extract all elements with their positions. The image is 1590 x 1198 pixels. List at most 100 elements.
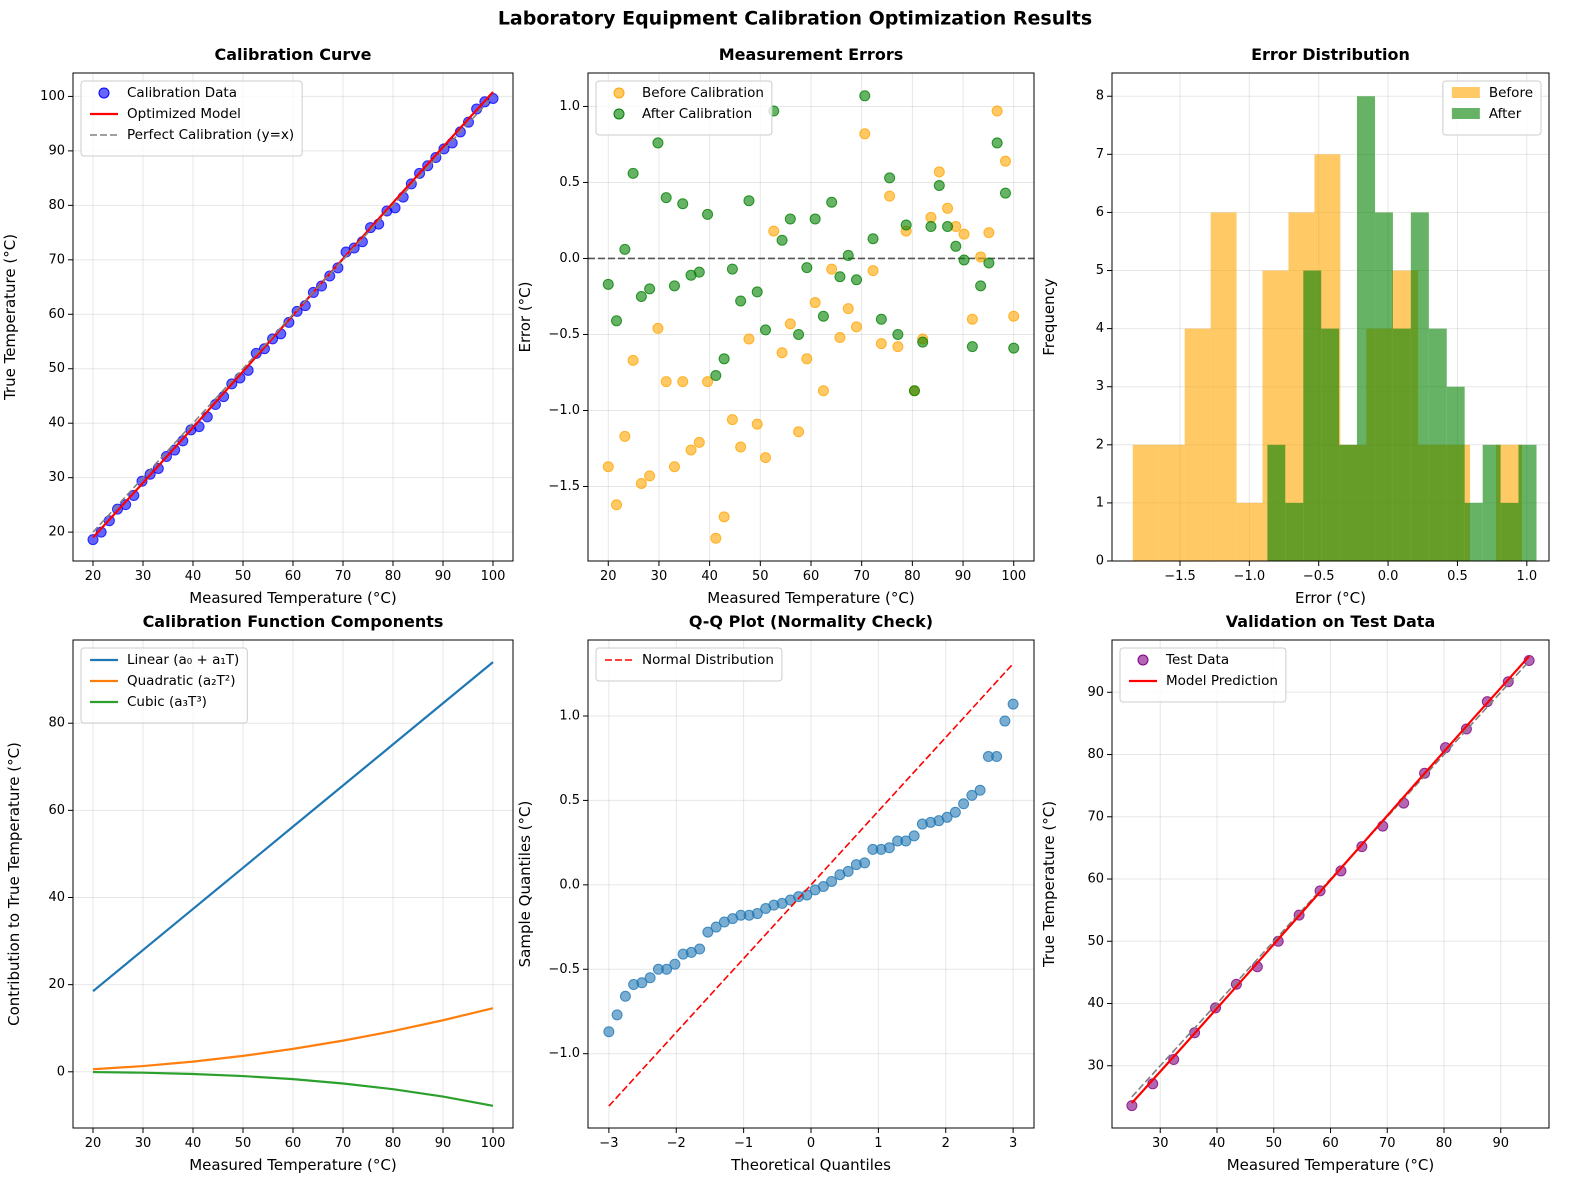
y-tick-label: 40	[1087, 996, 1104, 1011]
point	[768, 225, 780, 237]
x-tick-label: 0.0	[1378, 569, 1399, 584]
x-tick-label: −1.5	[1164, 569, 1196, 584]
axes-frame	[72, 72, 514, 562]
x-tick-label: 90	[1492, 1136, 1509, 1151]
y-tick-label: 4	[1096, 321, 1104, 336]
x-axis-label: Error (°C)	[1295, 589, 1366, 607]
point	[726, 414, 738, 426]
y-tick-label: 70	[1087, 809, 1104, 824]
point	[1168, 1054, 1180, 1066]
point	[702, 208, 714, 220]
y-axis-label: Contribution to True Temperature (°C)	[5, 742, 23, 1026]
x-axis-label: Measured Temperature (°C)	[707, 589, 915, 607]
x-tick-label: 30	[135, 1136, 152, 1151]
y-tick-label: −0.5	[548, 327, 580, 342]
point	[842, 865, 854, 877]
subplot-title: Calibration Function Components	[143, 612, 444, 631]
y-tick-label: 90	[48, 143, 65, 158]
point	[875, 313, 887, 325]
point	[710, 370, 722, 382]
x-tick-label: 3	[1009, 1136, 1017, 1151]
hist-bar	[1464, 502, 1483, 561]
point	[793, 328, 805, 340]
axes-frame	[587, 72, 1035, 562]
legend: Before After	[1442, 80, 1542, 136]
point	[958, 254, 970, 266]
point	[693, 436, 705, 448]
hist-bar	[1375, 212, 1393, 561]
point	[627, 167, 639, 179]
point	[324, 270, 336, 282]
x-axis-label: Measured Temperature (°C)	[189, 1156, 397, 1174]
axes-frame	[1111, 639, 1550, 1129]
point	[966, 341, 978, 353]
legend-label: Quadratic (a₂T²)	[127, 673, 235, 689]
point	[884, 190, 896, 202]
legend-box	[1119, 647, 1287, 703]
y-tick-label: 0.0	[559, 877, 580, 892]
point	[942, 202, 954, 214]
y-tick-label: 0.0	[559, 251, 580, 266]
point	[826, 196, 838, 208]
point	[611, 499, 623, 511]
legend-label: Before Calibration	[642, 85, 764, 101]
hist-bar	[1285, 502, 1304, 561]
point	[892, 341, 904, 353]
legend-label: Calibration Data	[127, 85, 237, 101]
point	[1008, 310, 1020, 322]
subplot: 20 30 40 50 60 70 80 90 100 0 20 40 60 80 Calibration …	[5, 612, 514, 1174]
y-axis-label: True Temperature (°C)	[1, 234, 19, 401]
point	[884, 172, 896, 184]
point	[743, 195, 755, 207]
legend-label: Cubic (a₃T³)	[127, 694, 207, 710]
point	[1126, 1100, 1138, 1112]
point	[975, 280, 987, 292]
y-tick-label: 60	[48, 803, 65, 818]
x-tick-label: 40	[185, 569, 202, 584]
point	[661, 963, 673, 975]
point	[917, 336, 929, 348]
point	[693, 266, 705, 278]
y-tick-label: 6	[1096, 205, 1104, 220]
point	[950, 240, 962, 252]
point	[283, 316, 295, 328]
y-tick-label: 7	[1096, 147, 1104, 162]
hist-bar	[1210, 212, 1237, 561]
line	[92, 1007, 494, 1071]
point	[859, 128, 871, 140]
point	[826, 875, 838, 887]
point	[991, 137, 1003, 149]
figure-title: Laboratory Equipment Calibration Optimiz…	[498, 8, 1092, 30]
y-tick-label: 60	[1087, 872, 1104, 887]
point	[603, 1026, 615, 1038]
point	[925, 211, 937, 223]
point	[900, 835, 912, 847]
point	[726, 263, 738, 275]
legend: Normal Distribution	[595, 647, 783, 682]
point	[826, 263, 838, 275]
y-tick-label: 0	[1096, 554, 1104, 569]
x-tick-label: 0	[807, 1136, 815, 1151]
y-axis-label: True Temperature (°C)	[1040, 801, 1058, 968]
hist-bar	[1236, 502, 1263, 561]
y-tick-label: 80	[1087, 747, 1104, 762]
point	[999, 715, 1011, 727]
point	[702, 926, 714, 938]
legend-marker	[613, 108, 625, 120]
hist-bar	[1303, 270, 1322, 561]
x-tick-label: −1.0	[1234, 569, 1266, 584]
point	[602, 461, 614, 473]
point	[136, 475, 148, 487]
y-tick-label: 0	[57, 1064, 65, 1079]
legend-label: Perfect Calibration (y=x)	[127, 127, 294, 143]
y-tick-label: 50	[48, 361, 65, 376]
point	[735, 295, 747, 307]
y-tick-label: 20	[48, 977, 65, 992]
legend-label: After Calibration	[642, 106, 752, 122]
point	[87, 534, 99, 546]
subplot-title: Q-Q Plot (Normality Check)	[689, 612, 933, 631]
point	[834, 332, 846, 344]
x-tick-label: 80	[904, 569, 921, 584]
x-tick-label: 100	[1001, 569, 1026, 584]
point	[332, 262, 344, 274]
